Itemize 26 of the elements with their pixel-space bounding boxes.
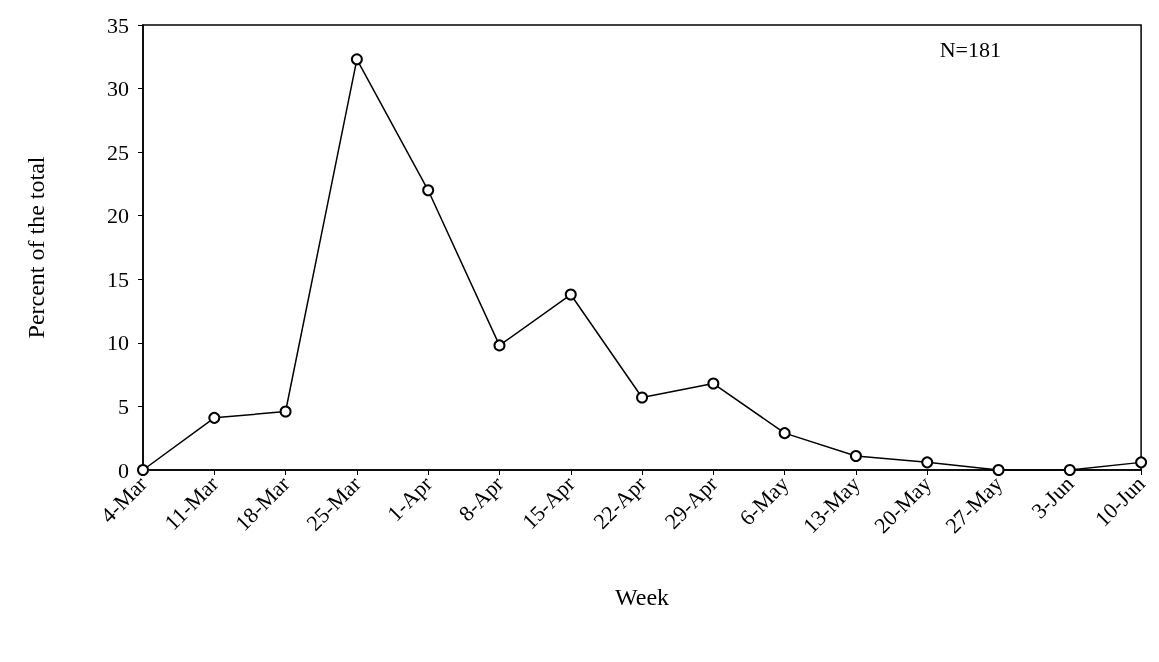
annotation: N=181 <box>939 36 1001 62</box>
point <box>849 450 862 463</box>
point <box>992 464 1005 476</box>
y-tick-label: 35 <box>107 12 129 38</box>
point <box>921 456 934 469</box>
point <box>279 405 292 418</box>
y-tick-label: 5 <box>118 393 129 419</box>
point <box>350 53 363 66</box>
y-tick-label: 25 <box>107 139 129 165</box>
point <box>707 377 720 390</box>
y-tick-label: 20 <box>107 203 129 229</box>
point <box>778 427 791 440</box>
y-tick-label: 15 <box>107 266 129 292</box>
point <box>493 339 506 352</box>
point <box>636 391 649 404</box>
x-axis-title: Week <box>615 584 670 610</box>
y-tick-label: 10 <box>107 330 129 356</box>
y-tick-label: 0 <box>118 457 129 483</box>
point <box>422 184 435 197</box>
point <box>564 288 577 301</box>
point <box>137 464 149 476</box>
y-axis-title: Percent of the total <box>23 156 49 339</box>
y-tick-label: 30 <box>107 76 129 102</box>
point <box>1063 464 1076 476</box>
point <box>208 411 221 424</box>
point <box>1135 456 1148 469</box>
